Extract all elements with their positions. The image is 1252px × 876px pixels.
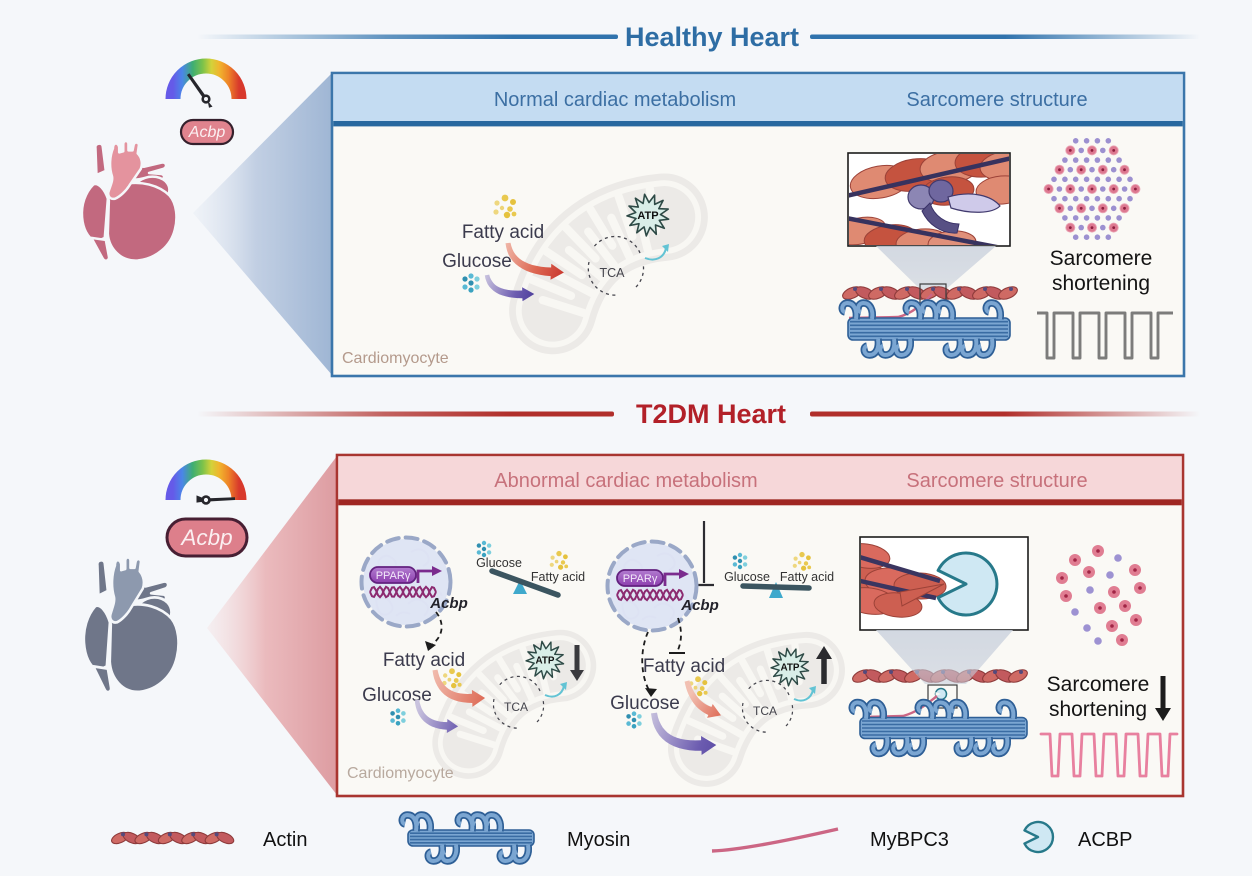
- svg-text:Glucose: Glucose: [362, 685, 432, 706]
- svg-text:Sarcomere: Sarcomere: [1047, 673, 1150, 696]
- svg-text:Sarcomere: Sarcomere: [1050, 247, 1153, 270]
- svg-text:shortening: shortening: [1049, 698, 1147, 721]
- svg-text:Fatty acid: Fatty acid: [780, 570, 834, 584]
- svg-text:Fatty acid: Fatty acid: [383, 650, 465, 671]
- svg-text:MyBPC3: MyBPC3: [870, 829, 949, 851]
- svg-text:Abnormal cardiac metabolism: Abnormal cardiac metabolism: [494, 470, 757, 492]
- svg-text:Cardiomyocyte: Cardiomyocyte: [347, 765, 454, 782]
- svg-text:Cardiomyocyte: Cardiomyocyte: [342, 350, 449, 367]
- svg-text:Acbp: Acbp: [179, 525, 232, 550]
- svg-text:Sarcomere structure: Sarcomere structure: [906, 470, 1087, 492]
- svg-text:Glucose: Glucose: [442, 251, 512, 272]
- svg-text:Sarcomere structure: Sarcomere structure: [906, 89, 1087, 111]
- svg-text:Fatty acid: Fatty acid: [531, 570, 585, 584]
- svg-text:Fatty acid: Fatty acid: [643, 656, 725, 677]
- svg-text:TCA: TCA: [753, 704, 777, 718]
- svg-text:Myosin: Myosin: [567, 829, 630, 851]
- svg-text:Acbp: Acbp: [680, 597, 719, 614]
- svg-text:Normal cardiac metabolism: Normal cardiac metabolism: [494, 89, 736, 111]
- svg-text:Fatty acid: Fatty acid: [462, 222, 544, 243]
- svg-text:Acbp: Acbp: [429, 595, 468, 612]
- svg-text:TCA: TCA: [504, 700, 528, 714]
- svg-text:Actin: Actin: [263, 829, 307, 851]
- svg-text:ACBP: ACBP: [1078, 829, 1132, 851]
- svg-text:T2DM Heart: T2DM Heart: [636, 399, 786, 429]
- svg-text:Glucose: Glucose: [476, 556, 522, 570]
- svg-text:Glucose: Glucose: [610, 693, 680, 714]
- svg-text:shortening: shortening: [1052, 272, 1150, 295]
- svg-text:Healthy Heart: Healthy Heart: [625, 22, 799, 52]
- svg-text:TCA: TCA: [600, 266, 626, 280]
- svg-text:Glucose: Glucose: [724, 570, 770, 584]
- svg-text:Acbp: Acbp: [188, 124, 226, 141]
